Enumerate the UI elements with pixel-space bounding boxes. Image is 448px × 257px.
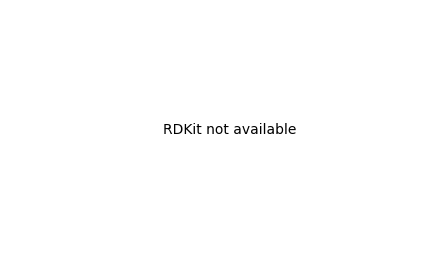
Text: RDKit not available: RDKit not available — [163, 123, 296, 137]
